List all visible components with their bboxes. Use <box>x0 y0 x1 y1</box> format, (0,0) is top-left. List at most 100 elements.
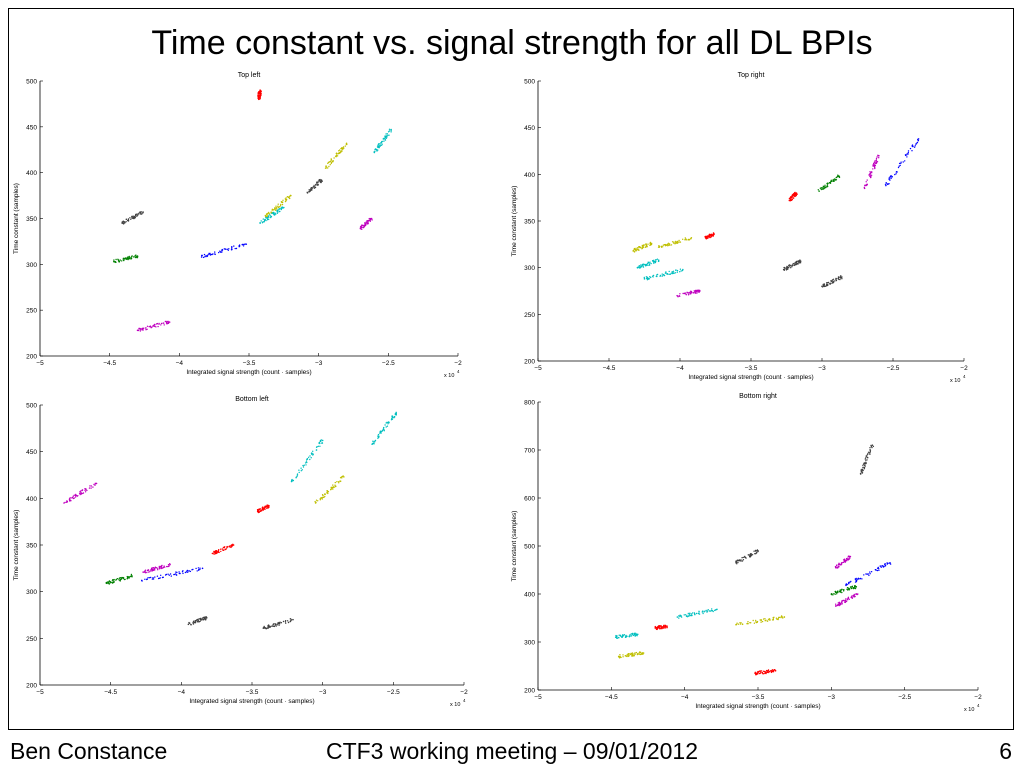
x-axis-label: Integrated signal strength (count · samp… <box>688 374 813 381</box>
data-point <box>737 559 739 562</box>
data-point <box>799 259 801 261</box>
data-point <box>642 653 644 655</box>
data-point <box>796 262 799 265</box>
data-point <box>845 583 847 585</box>
data-point <box>108 580 111 582</box>
data-point <box>145 327 147 329</box>
scatter-series-7 <box>735 615 786 626</box>
data-point <box>703 611 705 613</box>
data-point <box>268 624 270 627</box>
y-tick-label: 400 <box>26 496 37 503</box>
data-point <box>874 165 876 168</box>
data-point <box>698 610 700 612</box>
x-tick-label: −4 <box>178 689 186 696</box>
data-point <box>793 193 795 195</box>
data-point <box>836 590 839 592</box>
scatter-series-10 <box>136 320 171 332</box>
data-point <box>127 218 130 220</box>
x-tick-label: −2.5 <box>898 694 911 701</box>
data-point <box>646 276 648 278</box>
data-point <box>187 571 189 573</box>
scatter-series-8 <box>643 268 684 281</box>
data-point <box>165 573 168 576</box>
data-point <box>268 506 270 508</box>
data-point <box>670 244 673 246</box>
data-point <box>122 221 124 223</box>
data-point <box>319 179 321 182</box>
data-point <box>839 276 841 278</box>
data-point <box>792 262 794 265</box>
x-axis-multiplier: x 10 <box>444 373 454 379</box>
data-point <box>636 635 638 637</box>
data-point <box>755 673 758 676</box>
data-point <box>298 471 300 474</box>
data-point <box>167 564 170 566</box>
data-point <box>260 220 262 222</box>
data-point <box>73 494 75 496</box>
data-point <box>665 244 667 246</box>
scatter-series-6 <box>676 608 718 619</box>
data-point <box>794 193 796 195</box>
data-point <box>693 292 695 294</box>
data-point <box>304 462 307 464</box>
data-point <box>277 203 279 205</box>
data-point <box>117 259 120 261</box>
data-point <box>629 634 631 636</box>
data-point <box>258 508 261 511</box>
data-point <box>677 295 679 298</box>
data-point <box>129 576 131 578</box>
data-point <box>302 466 305 468</box>
data-point <box>245 243 248 245</box>
data-point <box>257 509 259 511</box>
scatter-series-1 <box>290 439 324 483</box>
data-point <box>825 186 827 188</box>
data-point <box>168 574 170 576</box>
data-point <box>374 148 377 150</box>
data-point <box>666 627 668 629</box>
data-point <box>836 278 838 280</box>
data-point <box>287 621 290 624</box>
data-point <box>759 672 761 675</box>
data-point <box>704 236 706 238</box>
data-point <box>159 577 161 579</box>
data-point <box>834 593 836 595</box>
data-point <box>755 553 757 555</box>
data-point <box>360 225 363 227</box>
y-tick-label: 500 <box>26 403 37 410</box>
y-tick-label: 800 <box>524 400 535 407</box>
data-point <box>295 476 297 478</box>
data-point <box>834 565 837 568</box>
data-point <box>845 600 848 603</box>
y-tick-label: 350 <box>26 216 37 223</box>
data-point <box>619 654 621 656</box>
data-point <box>132 217 134 220</box>
data-point <box>113 259 115 261</box>
data-point <box>678 239 680 242</box>
data-point <box>658 627 660 629</box>
data-point <box>671 271 673 273</box>
data-point <box>282 199 284 201</box>
data-point <box>624 655 627 657</box>
data-point <box>132 215 134 217</box>
data-point <box>221 251 223 253</box>
data-point <box>382 427 385 429</box>
data-point <box>197 618 199 620</box>
data-point <box>616 637 618 639</box>
data-point <box>379 431 381 433</box>
data-point <box>847 597 850 600</box>
data-point <box>750 553 752 555</box>
data-point <box>840 601 843 603</box>
y-tick-label: 250 <box>524 312 535 319</box>
data-point <box>305 459 308 461</box>
data-point <box>284 621 287 623</box>
data-point <box>208 253 210 255</box>
data-point <box>662 244 664 246</box>
data-point <box>845 598 847 600</box>
data-point <box>869 447 871 449</box>
data-point <box>862 469 864 472</box>
data-point <box>313 187 315 189</box>
data-point <box>885 182 887 184</box>
data-point <box>279 210 281 213</box>
data-point <box>839 602 842 604</box>
data-point <box>202 619 205 621</box>
